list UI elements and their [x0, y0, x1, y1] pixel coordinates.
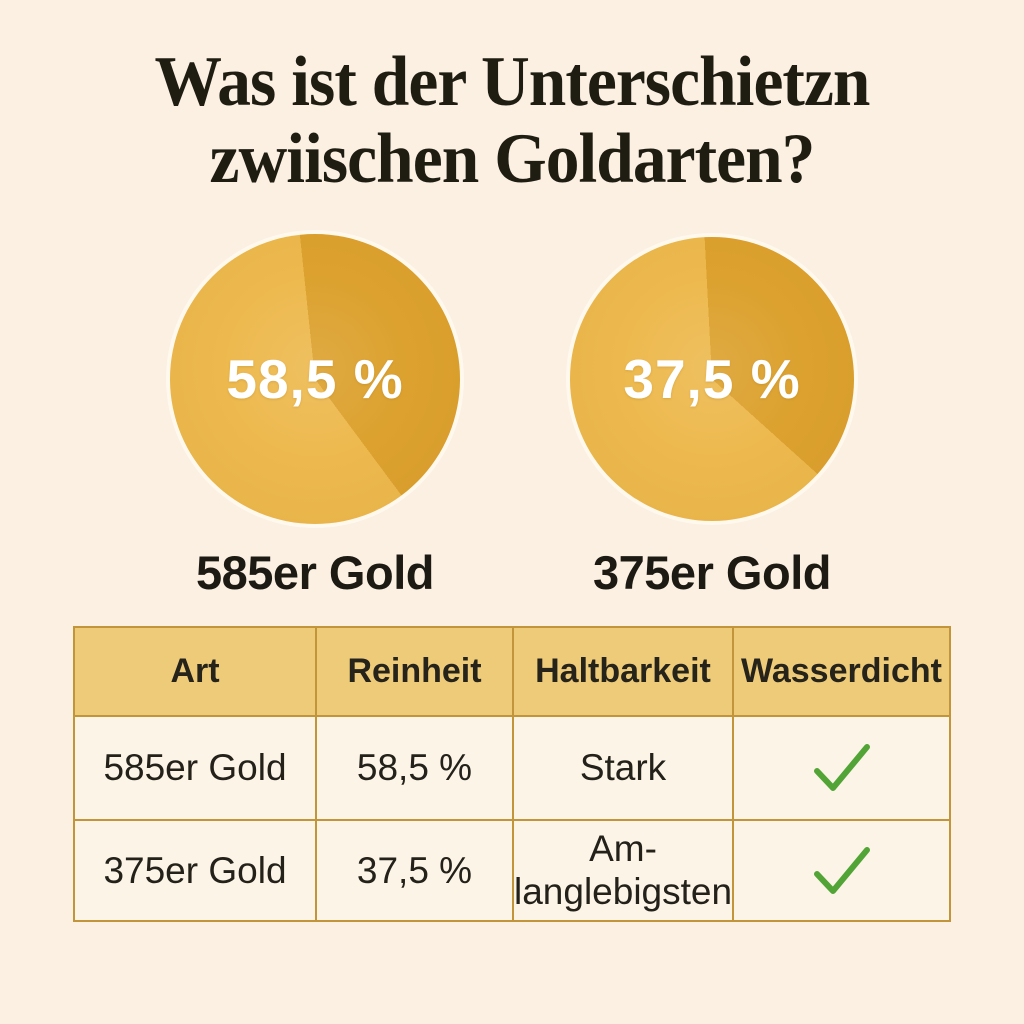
column-header-wasserdicht: Wasserdicht [732, 626, 951, 718]
cell-reinheit-375: 37,5 % [315, 819, 514, 923]
pie-value-585: 58,5 % [226, 348, 404, 411]
gold-comparison-table: Art Reinheit Haltbarkeit Wasserdicht 585… [73, 626, 951, 923]
table-header-row: Art Reinheit Haltbarkeit Wasserdicht [73, 626, 951, 718]
pie-caption-585: 585er Gold [196, 546, 434, 600]
cell-art-375: 375er Gold [73, 819, 317, 923]
table-row-585: 585er Gold 58,5 % Stark [73, 715, 951, 822]
cell-haltbarkeit-585: Stark [512, 715, 734, 822]
page-title: Was ist der Unterschietzn zwiischen Gold… [26, 0, 999, 197]
page-title-line1: Was ist der Unterschietzn [154, 43, 870, 121]
cell-haltbarkeit-375: Am- langlebigsten [512, 819, 734, 923]
cell-wasserdicht-375 [732, 819, 951, 923]
pie-value-375: 37,5 % [623, 348, 801, 411]
pie-captions-row: 585er Gold 375er Gold [0, 545, 1024, 600]
page-title-line2: zwiischen Goldarten? [209, 119, 816, 198]
column-header-haltbarkeit: Haltbarkeit [512, 626, 734, 718]
check-icon [813, 846, 870, 894]
cell-wasserdicht-585 [732, 715, 951, 822]
column-header-reinheit: Reinheit [315, 626, 514, 718]
cell-reinheit-585: 58,5 % [315, 715, 514, 822]
pie-caption-375: 375er Gold [593, 546, 831, 600]
check-icon [813, 744, 870, 792]
cell-art-585: 585er Gold [73, 715, 317, 822]
pie-chart-585: 58,5 % [170, 234, 460, 525]
pie-charts-row: 58,5 % 37,5 % [0, 233, 1024, 525]
table-row-375: 375er Gold 37,5 % Am- langlebigsten [73, 819, 951, 923]
column-header-art: Art [73, 626, 317, 718]
pie-chart-375: 37,5 % [570, 237, 854, 522]
